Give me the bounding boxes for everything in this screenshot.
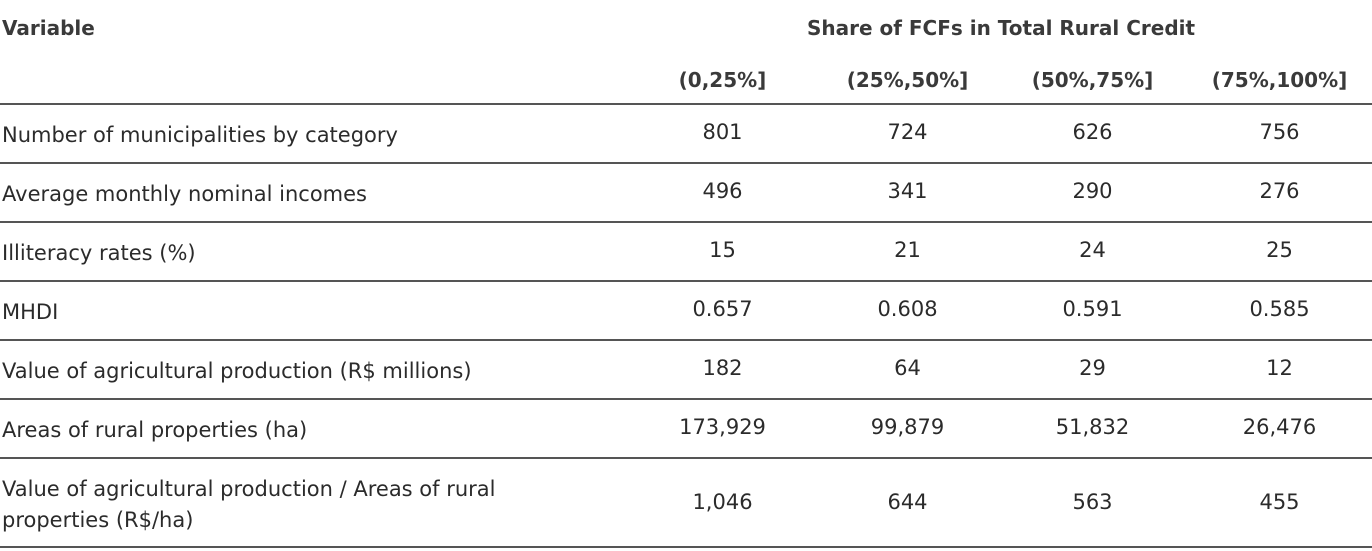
header-group-title: Share of FCFs in Total Rural Credit xyxy=(806,16,1196,40)
row-divider xyxy=(0,221,1372,223)
cell-value: 12 xyxy=(1266,356,1293,380)
cell-value: 25 xyxy=(1266,238,1293,262)
cell-value: 64 xyxy=(894,356,921,380)
row-divider xyxy=(0,339,1372,341)
cell-value: 173,929 xyxy=(679,415,766,439)
row-label: Number of municipalities by category xyxy=(2,123,398,147)
cell-value: 21 xyxy=(894,238,921,262)
cell-value: 496 xyxy=(702,179,743,203)
cell-value: 756 xyxy=(1259,120,1300,144)
cell-value: 15 xyxy=(709,238,736,262)
cell-value: 0.657 xyxy=(692,297,753,321)
header-columns: (0,25%] (25%,50%] (50%,75%] (75%,100%] xyxy=(0,68,1372,96)
cell-value: 341 xyxy=(887,179,928,203)
cell-value: 563 xyxy=(1072,490,1113,514)
cell-value: 0.608 xyxy=(877,297,938,321)
cell-value: 29 xyxy=(1079,356,1106,380)
header-rule xyxy=(0,103,1372,105)
cell-value: 455 xyxy=(1259,490,1300,514)
cell-value: 99,879 xyxy=(870,415,945,439)
row-divider xyxy=(0,398,1372,400)
header-col-1: (0,25%] xyxy=(678,68,767,92)
cell-value: 644 xyxy=(887,490,928,514)
cell-value: 276 xyxy=(1259,179,1300,203)
header-variable: Variable xyxy=(2,16,95,40)
row-label: MHDI xyxy=(2,300,59,324)
row-divider xyxy=(0,162,1372,164)
row-label: Areas of rural properties (ha) xyxy=(2,418,308,442)
header-col-4: (75%,100%] xyxy=(1211,68,1348,92)
cell-value: 0.585 xyxy=(1249,297,1310,321)
cell-value: 182 xyxy=(702,356,743,380)
row-divider xyxy=(0,280,1372,282)
cell-value: 51,832 xyxy=(1055,415,1130,439)
row-label-line-2: properties (R$/ha) xyxy=(2,508,194,532)
header-col-3: (50%,75%] xyxy=(1031,68,1154,92)
cell-value: 290 xyxy=(1072,179,1113,203)
row-label: Average monthly nominal incomes xyxy=(2,182,367,206)
row-label-line-1: Value of agricultural production / Areas… xyxy=(2,477,496,501)
cell-value: 0.591 xyxy=(1062,297,1123,321)
bottom-rule xyxy=(0,546,1372,548)
header-col-2: (25%,50%] xyxy=(846,68,969,92)
row-label: Value of agricultural production (R$ mil… xyxy=(2,359,472,383)
row-label: Illiteracy rates (%) xyxy=(2,241,196,265)
cell-value: 24 xyxy=(1079,238,1106,262)
cell-value: 26,476 xyxy=(1242,415,1317,439)
cell-value: 1,046 xyxy=(692,490,753,514)
cell-value: 724 xyxy=(887,120,928,144)
cell-value: 801 xyxy=(702,120,743,144)
cell-value: 626 xyxy=(1072,120,1113,144)
row-divider xyxy=(0,457,1372,459)
